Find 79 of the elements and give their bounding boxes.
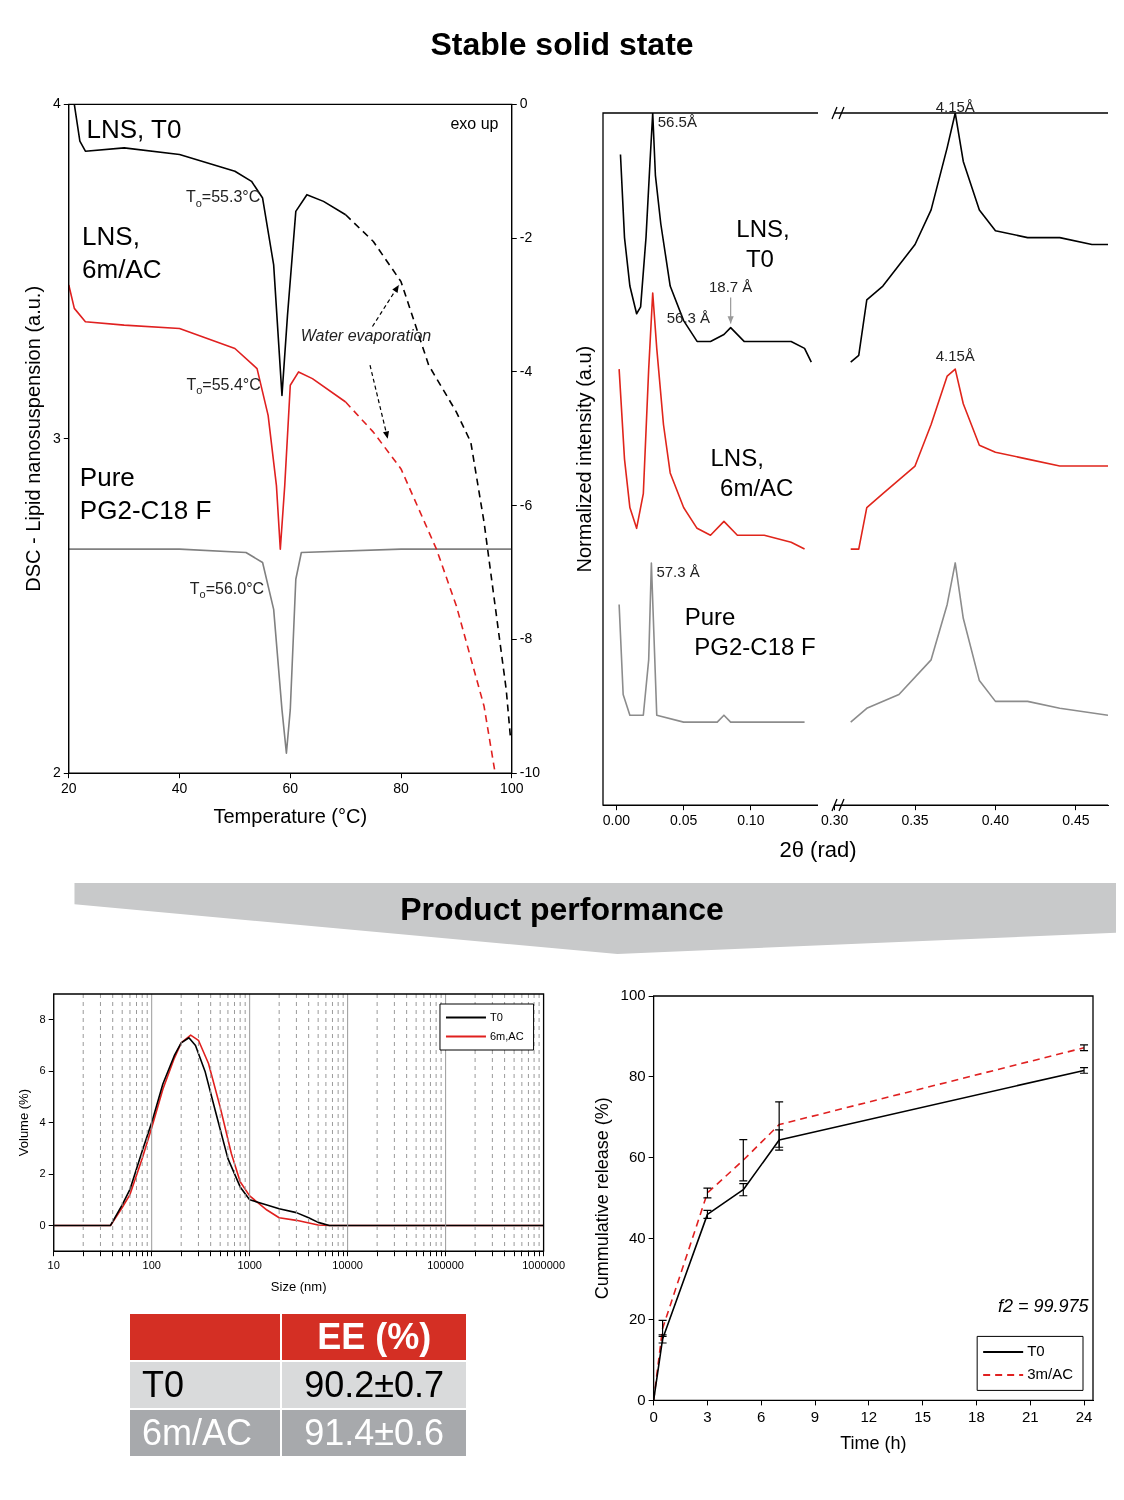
- legend-label: 6m,AC: [489, 1029, 524, 1042]
- y-tick-label: 6: [39, 1064, 46, 1077]
- y-tick-label: 100: [620, 986, 646, 1004]
- y-tick-label: 2: [39, 1167, 46, 1180]
- chart-title: Product performance: [8, 883, 1116, 954]
- x-tick-label: 3: [703, 1407, 712, 1425]
- x-tick-label: 6: [757, 1407, 766, 1425]
- x-tick-label: 80: [393, 780, 410, 797]
- annotation: 4.15Å: [935, 98, 975, 116]
- y-axis-title: DSC - Lipid nanosuspension (a.u.): [21, 285, 44, 592]
- y-tick-label: 0: [39, 1218, 46, 1231]
- x-tick-label: 15: [914, 1407, 931, 1425]
- x-tick-label: 40: [171, 780, 188, 797]
- x-tick-label: 0.35: [901, 812, 929, 829]
- y-tick-label: 2: [52, 764, 61, 781]
- y-tick-label: 3: [52, 429, 61, 446]
- y2-tick-label: -10: [519, 764, 541, 781]
- y2-tick-label: -8: [519, 630, 533, 647]
- x-tick-label: 100: [142, 1258, 161, 1271]
- x-tick-label: 0: [649, 1407, 658, 1425]
- annotation: Water evaporation: [300, 327, 432, 345]
- text: LNS, T0: [736, 215, 790, 273]
- series-label: Pure PG2-C18 F: [684, 602, 816, 660]
- annotation: f2 = 99.975: [998, 1296, 1090, 1317]
- x-tick-label: 24: [1075, 1407, 1093, 1425]
- series-label: Pure PG2-C18 F: [79, 462, 212, 525]
- x-tick-label: 0.00: [602, 812, 631, 829]
- x-axis-title: 2θ (rad): [778, 837, 858, 863]
- x-tick-label: 9: [810, 1407, 820, 1425]
- y2-tick-label: 0: [519, 95, 528, 112]
- annotation: 56.5Å: [657, 113, 697, 131]
- y-tick-label: 0: [637, 1390, 646, 1408]
- series-label: LNS, 6m/AC: [82, 221, 162, 284]
- text: EE (%): [281, 1313, 467, 1361]
- y-axis-title: Volume (%): [16, 1089, 32, 1157]
- x-tick-label: 0.45: [1062, 812, 1090, 829]
- x-tick-label: 18: [968, 1407, 985, 1425]
- x-tick-label: 21: [1021, 1407, 1039, 1425]
- text: 91.4±0.6: [281, 1409, 467, 1457]
- x-tick-label: 0.10: [737, 812, 765, 829]
- y-axis-title: Normalized intensity (a.u): [572, 345, 595, 573]
- x-axis-title: Size (nm): [270, 1278, 327, 1294]
- x-axis-title: Time (h): [840, 1433, 907, 1454]
- x-tick-label: 1000: [237, 1258, 262, 1271]
- x-tick-label: 100: [500, 780, 524, 797]
- series-label: LNS, 6m/AC: [710, 443, 794, 501]
- x-tick-label: 0.05: [670, 812, 698, 829]
- x-tick-label: 1000000: [522, 1258, 565, 1271]
- legend-label: T0: [489, 1010, 503, 1023]
- x-tick-label: 0.30: [821, 812, 849, 829]
- y-tick-label: 20: [628, 1309, 646, 1327]
- x-tick-label: 12: [860, 1407, 878, 1425]
- y-tick-label: 40: [628, 1228, 646, 1246]
- y-tick-label: 8: [39, 1012, 46, 1025]
- x-tick-label: 60: [282, 780, 299, 797]
- y2-tick-label: -6: [519, 496, 533, 513]
- series-label: LNS, T0: [86, 114, 182, 145]
- chart-title: Stable solid state: [429, 25, 695, 64]
- annotation: exo up: [450, 114, 499, 132]
- y-tick-label: 80: [628, 1067, 646, 1085]
- text: 90.2±0.7: [281, 1361, 467, 1409]
- y2-tick-label: -4: [519, 362, 533, 379]
- annotation: 57.3 Å: [656, 563, 700, 581]
- y-tick-label: 4: [52, 95, 61, 112]
- legend-label: 3m/AC: [1027, 1365, 1074, 1383]
- annotation: 18.7 Å: [708, 277, 753, 295]
- x-tick-label: 0.40: [981, 812, 1010, 829]
- x-axis-title: Temperature (°C): [213, 804, 368, 827]
- x-tick-label: 10: [47, 1258, 60, 1271]
- y2-tick-label: -2: [519, 229, 533, 246]
- y-tick-label: 60: [628, 1147, 646, 1165]
- y-tick-label: 4: [39, 1115, 46, 1128]
- text: T0: [129, 1361, 282, 1409]
- text: 6m/AC: [129, 1409, 282, 1457]
- legend-label: T0: [1027, 1342, 1045, 1360]
- annotation: 4.15Å: [935, 347, 975, 365]
- x-tick-label: 100000: [427, 1258, 464, 1271]
- x-tick-label: 10000: [332, 1258, 363, 1271]
- y-axis-title: Cummulative release (%): [591, 1097, 612, 1300]
